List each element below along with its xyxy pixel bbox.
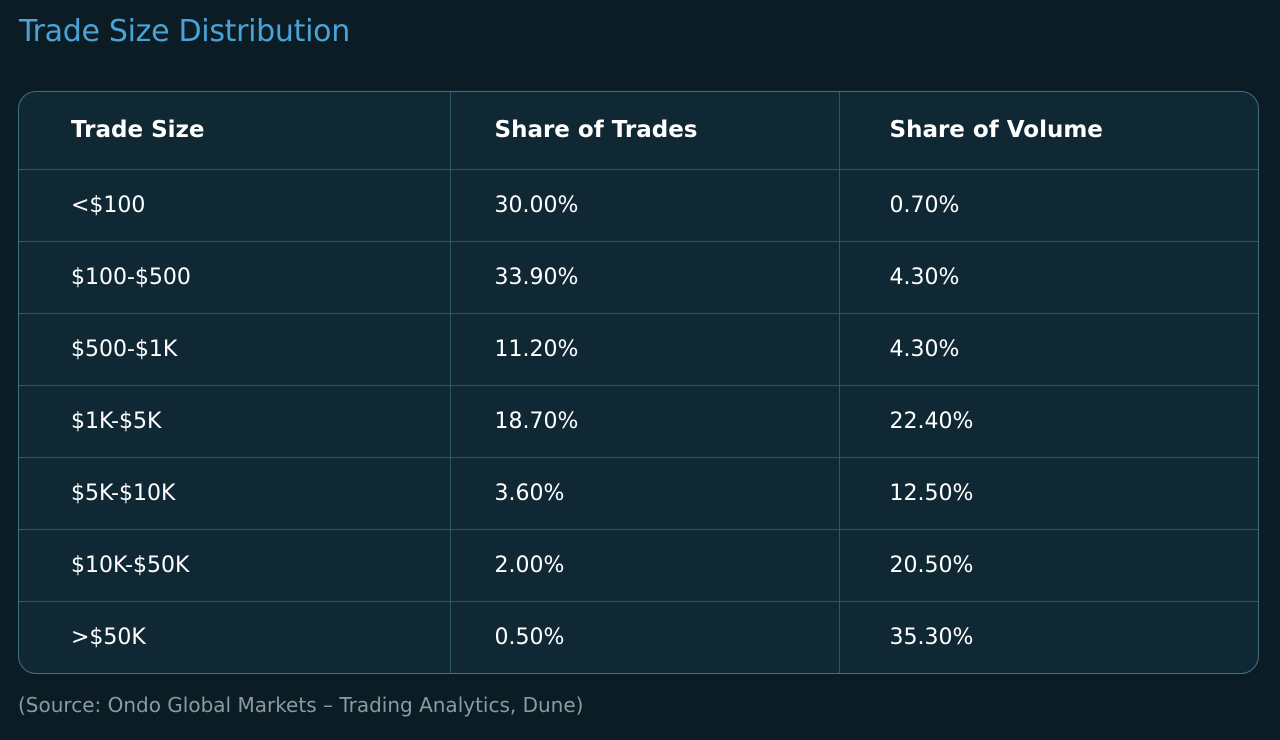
- page-title: Trade Size Distribution: [19, 14, 350, 49]
- share-of-trades-cell: 30.00%: [450, 169, 840, 242]
- share-of-trades-cell: 18.70%: [450, 385, 840, 458]
- trade-size-table: Trade Size Share of Trades Share of Volu…: [19, 92, 1258, 673]
- share-of-trades-cell: 0.50%: [450, 601, 840, 673]
- share-of-trades-cell: 3.60%: [450, 457, 840, 530]
- table-header-row: Trade Size Share of Trades Share of Volu…: [19, 92, 1258, 170]
- table-row: >$50K 0.50% 35.30%: [19, 601, 1258, 673]
- share-of-trades-cell: 33.90%: [450, 241, 840, 314]
- share-of-trades-cell: 11.20%: [450, 313, 840, 386]
- share-of-volume-cell: 0.70%: [839, 169, 1258, 242]
- column-header-trade-size: Trade Size: [19, 92, 451, 170]
- share-of-trades-cell: 2.00%: [450, 529, 840, 602]
- trade-size-cell: $5K-$10K: [19, 457, 451, 530]
- share-of-volume-cell: 20.50%: [839, 529, 1258, 602]
- table-row: $100-$500 33.90% 4.30%: [19, 241, 1258, 314]
- trade-size-table-card: Trade Size Share of Trades Share of Volu…: [18, 91, 1259, 674]
- table-row: $1K-$5K 18.70% 22.40%: [19, 385, 1258, 458]
- trade-size-cell: $500-$1K: [19, 313, 451, 386]
- trade-size-cell: >$50K: [19, 601, 451, 673]
- trade-size-cell: $1K-$5K: [19, 385, 451, 458]
- trade-size-cell: $10K-$50K: [19, 529, 451, 602]
- table-row: $500-$1K 11.20% 4.30%: [19, 313, 1258, 386]
- table-row: <$100 30.00% 0.70%: [19, 169, 1258, 242]
- share-of-volume-cell: 12.50%: [839, 457, 1258, 530]
- column-header-share-of-trades: Share of Trades: [450, 92, 840, 170]
- trade-size-cell: <$100: [19, 169, 451, 242]
- share-of-volume-cell: 4.30%: [839, 241, 1258, 314]
- column-header-share-of-volume: Share of Volume: [839, 92, 1258, 170]
- share-of-volume-cell: 35.30%: [889, 625, 974, 651]
- source-note: (Source: Ondo Global Markets – Trading A…: [18, 693, 584, 717]
- table-row: $5K-$10K 3.60% 12.50%: [19, 457, 1258, 530]
- share-of-volume-cell: 4.30%: [839, 313, 1258, 386]
- trade-size-cell: $100-$500: [19, 241, 451, 314]
- table-row: $10K-$50K 2.00% 20.50%: [19, 529, 1258, 602]
- share-of-volume-cell: 22.40%: [839, 385, 1258, 458]
